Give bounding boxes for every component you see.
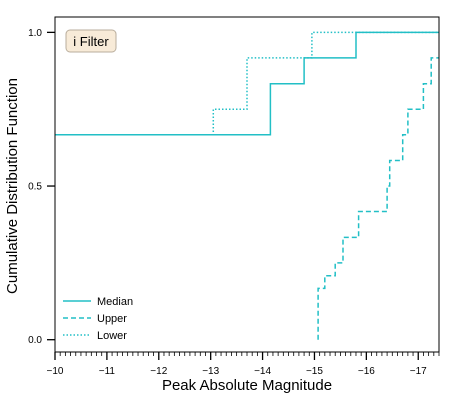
- y-axis: 0.0 0.5 1.0: [28, 28, 55, 346]
- y-tick-label: 0.0: [28, 335, 42, 346]
- x-tick-label: −13: [202, 366, 219, 377]
- series-line-median: [55, 31, 439, 136]
- x-tick-label: −11: [99, 366, 116, 377]
- x-tick-label: −15: [306, 366, 323, 377]
- legend-label-upper: Upper: [97, 313, 127, 325]
- x-tick-label: −10: [47, 366, 64, 377]
- x-tick-label: −17: [410, 366, 427, 377]
- series-line-upper: [317, 57, 439, 340]
- x-tick-label: −12: [150, 366, 167, 377]
- plot-lines: [55, 31, 439, 340]
- y-tick-label: 1.0: [28, 28, 42, 39]
- y-axis-title: Cumulative Distribution Function: [4, 78, 21, 294]
- legend: Median Upper Lower: [63, 296, 133, 342]
- series-line-lower: [55, 31, 439, 136]
- filter-badge: i Filter: [65, 29, 117, 53]
- filter-badge-label: i Filter: [73, 34, 109, 49]
- x-tick-label: −16: [358, 366, 375, 377]
- x-axis: −10 −11 −12 −13 −14 −15 −16 −17: [47, 352, 440, 377]
- x-tick-label: −14: [254, 366, 271, 377]
- legend-label-lower: Lower: [97, 330, 127, 342]
- x-axis-title: Peak Absolute Magnitude: [162, 377, 332, 394]
- legend-label-median: Median: [97, 296, 133, 308]
- y-tick-label: 0.5: [28, 182, 42, 193]
- filter-badge-box: [65, 29, 117, 53]
